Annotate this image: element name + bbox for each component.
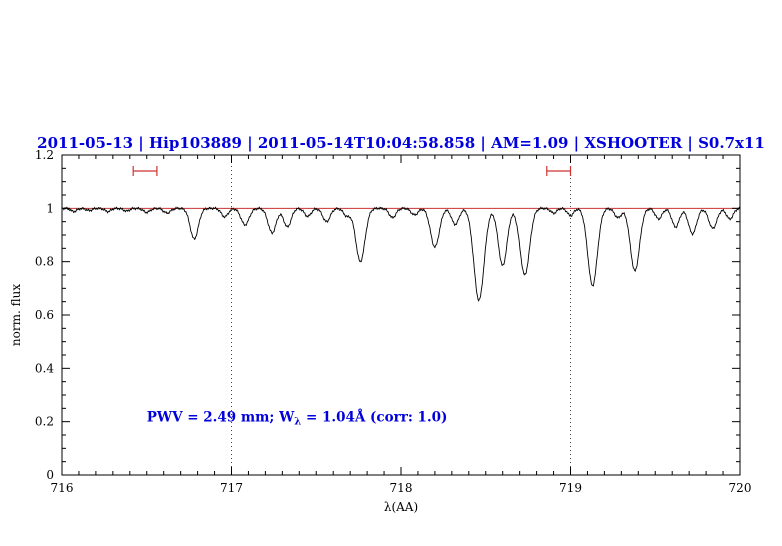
y-tick-label: 0.4 — [35, 361, 54, 375]
x-tick-label: 720 — [729, 481, 752, 495]
plot-layers: 716 717 718 719 720 0 0.2 0.4 0.6 0.8 1 1.2 PWV = 2.… — [35, 148, 752, 495]
y-tick-label: 0.6 — [35, 308, 54, 322]
x-tick-label: 716 — [51, 481, 74, 495]
y-tick-label: 1 — [46, 201, 54, 215]
y-tick-label: 0 — [46, 468, 54, 482]
y-tick-label: 0.8 — [35, 255, 54, 269]
plot-title: 2011-05-13 | Hip103889 | 2011-05-14T10:0… — [37, 134, 765, 152]
spectrum-line — [61, 206, 741, 302]
y-tick-label: 0.2 — [35, 415, 54, 429]
x-tick-label: 718 — [390, 481, 413, 495]
y-tick-label: 1.2 — [35, 148, 54, 162]
x-axis-label: λ(AA) — [384, 500, 418, 514]
plot-box — [61, 154, 741, 476]
x-tick-label: 719 — [559, 481, 582, 495]
y-axis-label: norm. flux — [9, 284, 23, 346]
pwv-annotation: PWV = 2.49 mm; Wλ = 1.04Å (corr: 1.0) — [147, 410, 448, 428]
x-tick-label: 717 — [220, 481, 243, 495]
